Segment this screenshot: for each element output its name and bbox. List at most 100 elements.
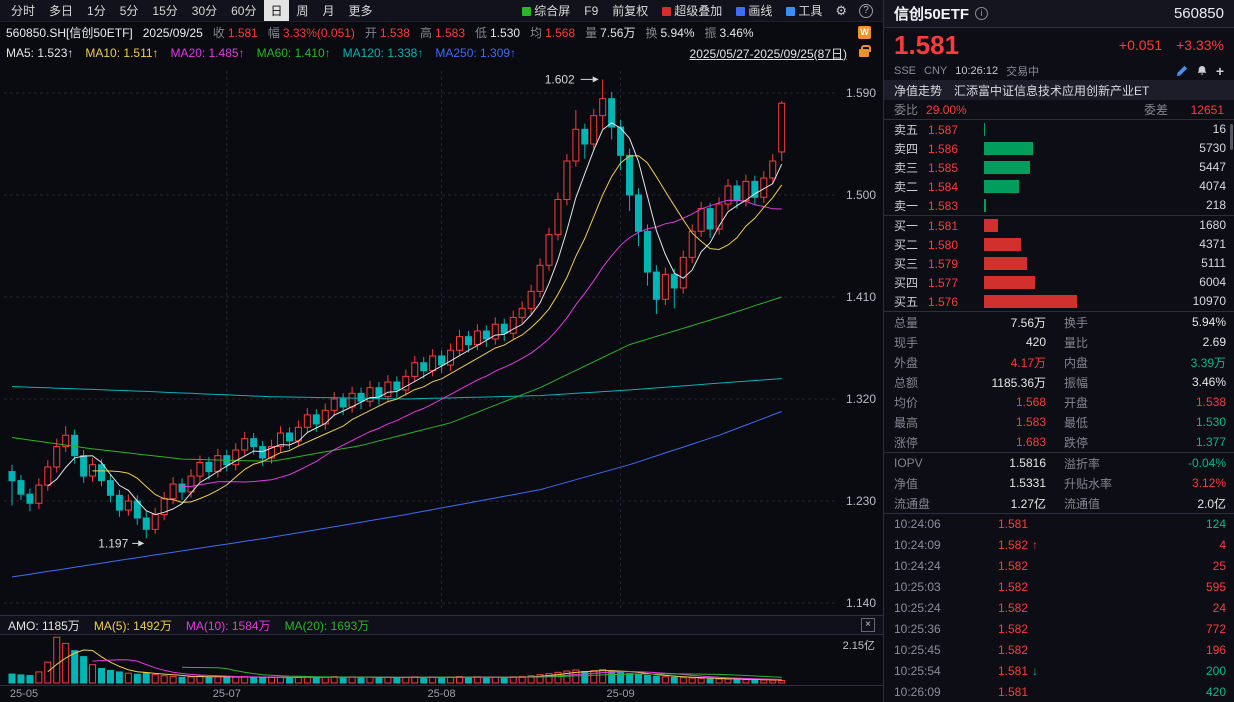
info-icon[interactable]: i	[975, 7, 989, 20]
svg-text:1.320: 1.320	[846, 392, 876, 406]
stat-label: 现手	[894, 335, 919, 350]
market-status: 交易中	[1006, 66, 1040, 78]
tick-up-arrow-icon: ↑	[1032, 538, 1038, 553]
stat-label: 最高	[894, 415, 919, 430]
order-volume: 218	[1205, 198, 1226, 212]
btn-tools[interactable]: 工具	[780, 0, 828, 21]
order-row-buy-2[interactable]: 买二 1.580 4371	[884, 235, 1234, 254]
order-row-buy-1[interactable]: 买一 1.581 1680	[884, 216, 1234, 235]
stat-label: 跌停	[1064, 435, 1089, 450]
tab-weekly[interactable]: 周	[296, 4, 309, 18]
tab-multiday[interactable]: 多日	[49, 4, 74, 18]
symbol-label: 560850.SH[信创50ETF]	[6, 26, 133, 40]
info-field: 低 1.530	[475, 24, 520, 41]
order-row-sell-5[interactable]: 卖一 1.583 218	[884, 196, 1234, 215]
info-field-value: 3.46%	[719, 26, 754, 40]
tick-row: 10:26:09 1.581 420	[884, 681, 1234, 702]
info-field-label: 收	[212, 26, 225, 40]
date-range-label[interactable]: 2025/05/27-2025/09/25(87日)	[689, 46, 847, 61]
tab-5min[interactable]: 5分	[119, 4, 139, 18]
order-row-buy-5[interactable]: 买五 1.576 10970	[884, 292, 1234, 311]
order-row-sell-1[interactable]: 卖五 1.587 16	[884, 120, 1234, 139]
svg-text:1.410: 1.410	[846, 290, 876, 304]
order-depth-bar	[984, 276, 1036, 289]
stat-row: 涨停 1.683 跌停 1.377	[884, 432, 1234, 452]
svg-text:1.197: 1.197	[98, 536, 128, 550]
amount-bars-svg	[8, 636, 786, 684]
order-volume: 4074	[1199, 179, 1226, 193]
order-depth-zone: 16	[984, 122, 1226, 136]
order-level-label: 买一	[894, 219, 919, 233]
svg-text:1.140: 1.140	[846, 596, 876, 610]
stat-value: 1.568	[1015, 395, 1046, 409]
order-level-label: 卖二	[894, 180, 919, 194]
orderbook-scrollbar[interactable]	[1230, 124, 1233, 150]
btn-composite-screen[interactable]: 综合屏	[516, 0, 576, 21]
lock-icon[interactable]	[859, 45, 871, 57]
close-subchart-button[interactable]: ×	[861, 618, 875, 632]
tab-monthly[interactable]: 月	[322, 4, 335, 18]
help-icon[interactable]: ?	[859, 3, 873, 18]
ma-label: MA120: 1.338↑	[342, 46, 424, 60]
main-chart[interactable]: 1.590 1.500 1.410 1.320 1.230 1.140 1.602 1.197	[0, 63, 883, 615]
tick-volume: 124	[1205, 517, 1226, 532]
tab-60min[interactable]: 60分	[231, 4, 257, 18]
stat-value: 3.46%	[1191, 375, 1226, 389]
edit-icon[interactable]	[1176, 65, 1188, 77]
tab-1min[interactable]: 1分	[87, 4, 106, 18]
tick-row: 10:25:03 1.582 595	[884, 577, 1234, 598]
order-row-sell-3[interactable]: 卖三 1.585 5447	[884, 158, 1234, 177]
wencai-badge[interactable]: W	[858, 26, 871, 39]
tab-15min[interactable]: 15分	[152, 4, 178, 18]
currency-label: CNY	[924, 65, 948, 77]
meta-row: SSE CNY 10:26:12 交易中 +	[884, 62, 1234, 80]
fund-name[interactable]: 汇添富中证信息技术应用创新产业ET	[954, 83, 1150, 98]
info-field-value: 5.94%	[660, 26, 695, 40]
stat-label: IOPV	[894, 456, 923, 470]
tick-volume: 4	[1219, 538, 1226, 553]
order-depth-bar	[984, 180, 1019, 193]
tick-time: 10:25:54	[894, 663, 941, 678]
tick-row: 10:25:36 1.582 772	[884, 618, 1234, 639]
order-price: 1.579	[928, 256, 959, 271]
info-field-value: 1.568	[545, 26, 576, 40]
nav-trend-link[interactable]: 净值走势	[894, 83, 943, 98]
order-volume: 5447	[1199, 160, 1226, 174]
order-price: 1.584	[928, 179, 959, 194]
alert-bell-icon[interactable]	[1196, 65, 1208, 77]
last-price: 1.581	[894, 29, 960, 60]
tab-more[interactable]: 更多	[348, 4, 373, 18]
tick-list[interactable]: 10:24:06 1.581 124 10:24:09 1.582 ↑ 4 10:24:24 1…	[884, 513, 1234, 702]
tab-daily[interactable]: 日	[264, 0, 289, 21]
btn-composite-screen-label: 综合屏	[534, 4, 571, 18]
order-row-buy-4[interactable]: 买四 1.577 6004	[884, 273, 1234, 292]
order-row-buy-3[interactable]: 买三 1.579 5111	[884, 254, 1234, 273]
order-price: 1.580	[928, 237, 959, 252]
order-price: 1.581	[928, 218, 959, 233]
btn-super-overlay[interactable]: 超级叠加	[656, 0, 728, 21]
info-field: 收 1.581	[213, 24, 258, 41]
btn-draw-line[interactable]: 画线	[730, 0, 778, 21]
tab-intraday[interactable]: 分时	[11, 4, 36, 18]
period-tabs: 分时 多日 1分 5分 15分 30分 60分日周月更多	[4, 0, 380, 21]
amo-label: AMO: 1185万	[8, 618, 80, 633]
tab-30min[interactable]: 30分	[191, 4, 218, 18]
order-row-sell-4[interactable]: 卖二 1.584 4074	[884, 177, 1234, 196]
stat-label: 均价	[894, 395, 919, 410]
gear-icon[interactable]: ⚙	[835, 2, 847, 18]
svg-text:1.500: 1.500	[846, 188, 876, 202]
info-field-label: 均	[530, 26, 543, 40]
stat-label: 总量	[894, 315, 919, 330]
btn-f9[interactable]: F9	[578, 2, 604, 20]
order-depth-bar	[984, 199, 986, 212]
order-depth-zone: 4371	[984, 237, 1226, 251]
btn-forward-adjusted[interactable]: 前复权	[606, 0, 654, 21]
stat-value: 7.56万	[1010, 315, 1046, 330]
order-row-sell-2[interactable]: 卖四 1.586 5730	[884, 139, 1234, 158]
order-level-label: 卖四	[894, 142, 919, 156]
tick-time: 10:25:24	[894, 601, 941, 615]
volume-pane[interactable]: 2.15亿	[0, 635, 883, 685]
tick-volume: 772	[1205, 621, 1226, 636]
tick-price: 1.581	[997, 517, 1028, 532]
info-field: 量 7.56万	[585, 24, 635, 41]
